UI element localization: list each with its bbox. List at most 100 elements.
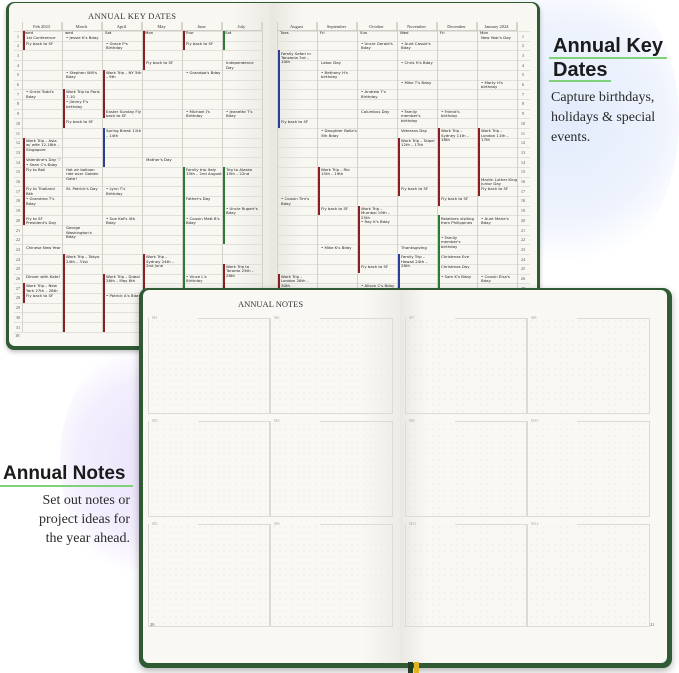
day-number: 5: [16, 72, 20, 78]
key-dates-title: ANNUAL KEY DATES: [88, 11, 177, 21]
event-entry: • Mike K's Bday: [321, 244, 352, 250]
notes-box[interactable]: [527, 318, 650, 414]
trip-bar: [183, 31, 185, 51]
event-entry: Fly back to SF: [481, 186, 509, 192]
day-number: 13: [520, 149, 526, 155]
notes-box[interactable]: [270, 318, 393, 414]
notes-box-label: M5: [152, 521, 158, 526]
day-number: 25: [520, 266, 526, 272]
day-number: 12: [15, 140, 21, 146]
callout-notes-body: Set out notes or project ideas for the y…: [0, 491, 130, 548]
row-divider: [277, 128, 530, 129]
page-number-right: 21: [650, 622, 655, 627]
notes-box[interactable]: [148, 421, 270, 517]
month-header: March: [62, 22, 102, 31]
day-number: 20: [520, 217, 526, 223]
event-entry: • Cousin Tim's Bday: [281, 196, 310, 206]
event-entry: • Lynn T's Birthday: [106, 186, 126, 196]
row-divider: [14, 215, 262, 217]
event-entry: • Jimmy F's birthday: [66, 99, 89, 109]
notes-box[interactable]: [148, 318, 270, 414]
event-entry: 1st Conference: [26, 34, 56, 40]
row-divider: [14, 302, 262, 304]
notes-box[interactable]: [270, 421, 393, 517]
row-divider: [14, 186, 262, 188]
day-number: 10: [520, 120, 526, 126]
notes-box-top-line: [577, 524, 650, 525]
row-divider: [277, 50, 530, 52]
row-divider: [277, 89, 530, 91]
row-divider: [277, 79, 530, 81]
day-of-week: wed: [65, 30, 74, 36]
day-number: 16: [15, 179, 21, 184]
day-of-week: wed: [25, 30, 34, 36]
notes-box[interactable]: [148, 524, 270, 627]
notes-box[interactable]: [527, 421, 650, 517]
event-entry: Work Trip to Paris 7-10: [66, 89, 100, 99]
row-divider: [14, 147, 262, 149]
event-entry: • Aunt Cassie's Bday: [401, 40, 431, 51]
column-divider: [357, 22, 358, 332]
trip-bar: [63, 254, 65, 332]
event-entry: • Jeanette T's Bday: [226, 108, 253, 119]
notes-box[interactable]: [405, 318, 527, 414]
day-number: 8: [521, 101, 525, 107]
column-divider: [262, 22, 263, 332]
row-divider: [277, 244, 530, 246]
event-entry: • Family member's birthday: [441, 234, 461, 249]
page-number: 18: [15, 333, 20, 338]
row-divider: [14, 292, 262, 294]
day-number: 29: [15, 305, 21, 311]
event-entry: Independence Day: [226, 60, 254, 70]
column-divider: [62, 22, 63, 332]
callout-notes-heading: Annual Notes: [3, 463, 126, 484]
row-divider: [14, 60, 262, 62]
day-number: 19: [15, 208, 21, 214]
row-divider: [14, 283, 262, 285]
callout-key-dates-heading-line1: Annual Key: [553, 35, 664, 57]
event-entry: Work Trip – Tokyo 24th – 31st: [66, 254, 100, 264]
event-entry: Work Trip – NY 5th – 9th: [106, 70, 142, 80]
event-entry: Fly back to SF: [26, 40, 54, 46]
event-entry: • Stephen Will's Bday: [66, 70, 98, 80]
row-divider: [277, 186, 530, 188]
event-entry: Dinner with Kate!: [26, 273, 61, 279]
notes-box[interactable]: [405, 524, 527, 627]
trip-bar: [398, 137, 400, 196]
notes-box[interactable]: [270, 524, 393, 627]
notes-box-label: M10: [531, 418, 539, 423]
day-number: 9: [16, 111, 20, 117]
notes-box-label: M1: [152, 315, 158, 320]
day-number: 30: [15, 314, 21, 320]
day-number: 11: [15, 130, 21, 136]
notes-box-top-line: [577, 318, 650, 319]
event-entry: • Chris H's Bday: [401, 60, 433, 66]
heading-underline: [549, 80, 611, 82]
trip-bar: [223, 31, 225, 51]
day-number: 4: [16, 62, 20, 68]
event-entry: Relatives visiting from Philippines: [441, 215, 474, 225]
event-entry: Fly back to SF: [146, 60, 174, 66]
day-number: 26: [520, 276, 526, 281]
row-divider: [14, 98, 262, 100]
row-divider: [14, 254, 262, 256]
day-of-week: Mon: [480, 30, 489, 36]
notes-box-top-line: [455, 318, 527, 319]
notes-box-top-line: [577, 421, 650, 422]
day-of-week: Wed: [400, 30, 409, 36]
event-entry: Work Trip – Rio 15th – 19th: [321, 167, 350, 177]
month-header: August: [277, 22, 317, 31]
row-divider: [277, 225, 530, 226]
notes-box-label: M8: [531, 315, 537, 320]
notes-box[interactable]: [527, 524, 650, 627]
event-entry: Hot air balloon ride over Golden Gate!: [66, 167, 99, 181]
notes-box-label: M3: [152, 418, 158, 423]
day-number: 6: [521, 82, 525, 87]
day-number: 9: [521, 111, 525, 117]
notes-box-label: M2: [274, 315, 280, 320]
row-divider: [14, 40, 262, 42]
event-entry: Work Trip – London 26th – 30th: [281, 273, 309, 288]
event-entry: Trip to Alaska 15th – 22nd: [226, 167, 253, 177]
month-header: Feb 2023: [22, 22, 62, 31]
notes-box[interactable]: [405, 421, 527, 517]
